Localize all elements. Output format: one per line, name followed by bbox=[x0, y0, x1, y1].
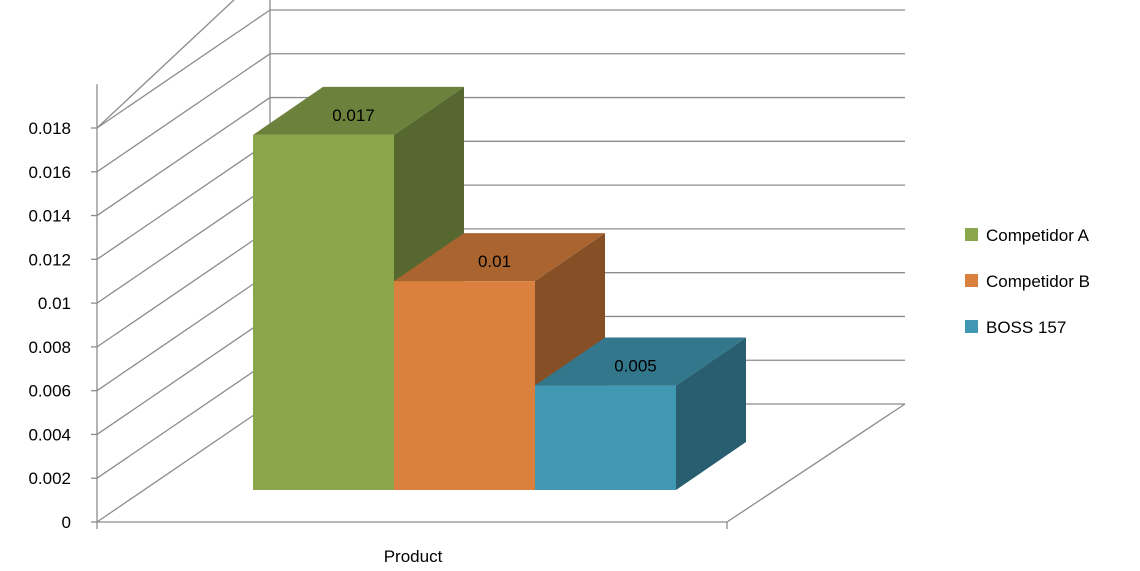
bar-boss-157 bbox=[535, 337, 746, 490]
legend-label: BOSS 157 bbox=[986, 318, 1066, 337]
y-tick-label: 0 bbox=[62, 513, 71, 532]
y-tick-label: 0.01 bbox=[38, 294, 71, 313]
data-labels: 0.017 0.01 0.005 bbox=[332, 106, 657, 376]
side-wall-top bbox=[96, 0, 235, 129]
data-label: 0.017 bbox=[332, 106, 375, 125]
y-tick-label: 0.008 bbox=[28, 338, 71, 357]
axes bbox=[91, 127, 906, 529]
bar-competidor-b bbox=[394, 233, 605, 490]
legend-swatch bbox=[965, 228, 978, 241]
y-tick-label: 0.014 bbox=[28, 207, 71, 226]
y-axis-tick-labels: 0 0.002 0.004 0.006 0.008 0.01 0.012 0.014 0.016… bbox=[28, 119, 71, 532]
bar-front-face bbox=[253, 134, 394, 490]
y-tick-label: 0.004 bbox=[28, 425, 71, 444]
gridline-8 bbox=[96, 53, 905, 173]
gridline-7 bbox=[96, 96, 905, 217]
legend-label: Competidor B bbox=[986, 272, 1090, 291]
legend-item: BOSS 157 bbox=[965, 318, 1066, 337]
legend-label: Competidor A bbox=[986, 226, 1090, 245]
gridline-9 bbox=[96, 9, 905, 129]
bar-side-face bbox=[676, 337, 746, 490]
y-tick-label: 0.012 bbox=[28, 250, 71, 269]
floor-right-edge bbox=[726, 403, 906, 523]
category-label: Product bbox=[384, 547, 443, 566]
bar-front-face bbox=[535, 385, 676, 490]
bars bbox=[253, 86, 746, 490]
bar-top-face bbox=[535, 337, 746, 386]
y-tick-label: 0.018 bbox=[28, 119, 71, 138]
y-tick-label: 0.002 bbox=[28, 469, 71, 488]
legend-swatch bbox=[965, 320, 978, 333]
legend-swatch bbox=[965, 274, 978, 287]
bar-front-face bbox=[394, 281, 535, 490]
data-label: 0.01 bbox=[478, 252, 511, 271]
bar-top-face bbox=[394, 233, 605, 282]
x-axis-labels: Product bbox=[384, 547, 443, 566]
y-tick-label: 0.006 bbox=[28, 382, 71, 401]
y-tick-label: 0.016 bbox=[28, 163, 71, 182]
legend-item: Competidor A bbox=[965, 226, 1090, 245]
data-label: 0.005 bbox=[614, 357, 657, 376]
legend-item: Competidor B bbox=[965, 272, 1090, 291]
bar-top-face bbox=[253, 86, 464, 135]
legend: Competidor A Competidor B BOSS 157 bbox=[965, 226, 1090, 337]
